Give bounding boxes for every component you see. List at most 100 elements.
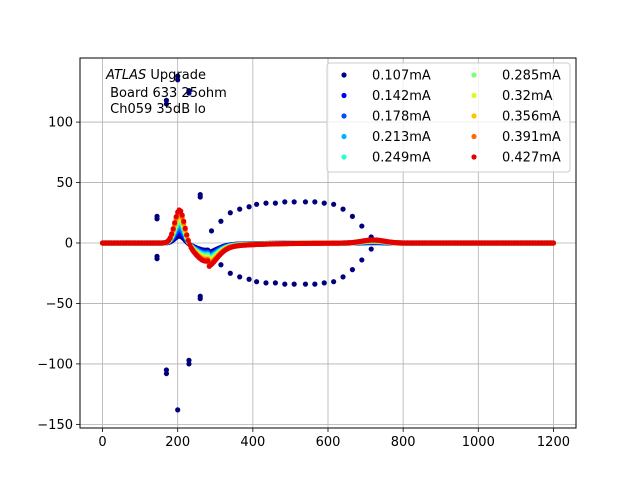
x-tick-label: 800 — [391, 435, 416, 450]
legend: 0.107mA 0.142mA 0.178mA 0.213mA 0.249mA 0.285… — [326, 62, 571, 173]
data-point — [321, 280, 327, 286]
annotation-line-3: Ch059 35dB lo — [106, 102, 206, 117]
legend-box — [326, 62, 571, 173]
data-point — [178, 208, 184, 214]
x-tick-label: 0 — [98, 435, 106, 450]
data-point — [312, 199, 318, 205]
data-point — [349, 267, 356, 273]
data-point — [197, 192, 203, 198]
y-tick-label: −150 — [37, 418, 73, 433]
legend-label: 0.391mA — [502, 130, 561, 145]
y-tick-label: 0 — [65, 237, 73, 252]
x-tick-label: 400 — [240, 435, 265, 450]
legend-label: 0.142mA — [372, 89, 431, 104]
legend-marker — [471, 72, 477, 78]
data-point — [321, 200, 327, 206]
legend-marker — [341, 133, 347, 140]
data-point — [170, 226, 176, 232]
data-point — [254, 279, 260, 285]
data-point — [227, 270, 233, 276]
data-point — [331, 201, 337, 207]
data-point — [246, 204, 252, 210]
data-point — [205, 258, 211, 264]
data-point — [218, 218, 224, 224]
data-point — [368, 246, 374, 252]
legend-marker — [341, 72, 347, 78]
data-points — [99, 73, 557, 413]
legend-label: 0.356mA — [502, 110, 561, 125]
data-point — [186, 88, 192, 94]
data-point — [163, 97, 170, 103]
data-point — [197, 296, 203, 302]
data-point — [154, 256, 160, 262]
legend-marker — [471, 133, 477, 140]
data-point — [227, 210, 233, 216]
y-tick-label: 50 — [56, 176, 73, 191]
legend-label: 0.285mA — [502, 69, 561, 84]
data-point — [254, 201, 260, 207]
data-point — [359, 257, 365, 263]
data-point — [550, 240, 557, 246]
y-tick-label: −100 — [37, 357, 73, 372]
axis-ticks: 0 200 400 600 800 1000 1200 −150 −100 −50 0 50 100 — [37, 116, 570, 450]
legend-marker — [471, 113, 477, 119]
data-point — [154, 213, 160, 219]
y-tick-label: 100 — [48, 116, 73, 131]
legend-label: 0.427mA — [502, 151, 561, 166]
data-point — [163, 370, 170, 377]
data-point — [359, 223, 365, 229]
annotation-italic: ATLAS — [105, 68, 146, 83]
data-point — [172, 220, 178, 226]
annotation-text: ATLAS Upgrade — [105, 68, 206, 83]
data-point — [208, 228, 215, 234]
data-point — [173, 214, 179, 220]
legend-marker — [471, 92, 477, 99]
series-0.427mA — [99, 207, 557, 269]
data-point — [340, 206, 346, 212]
data-point — [331, 279, 337, 285]
data-point — [291, 199, 297, 205]
legend-label: 0.32mA — [502, 89, 553, 104]
data-point — [186, 357, 192, 363]
data-point — [237, 274, 243, 280]
annotation-rest: Upgrade — [146, 68, 206, 83]
data-point — [282, 199, 288, 205]
data-point — [185, 237, 191, 243]
x-tick-label: 600 — [316, 435, 341, 450]
legend-label: 0.249mA — [372, 151, 431, 166]
data-point — [272, 280, 278, 286]
y-tick-label: −50 — [46, 297, 73, 312]
data-point — [218, 262, 224, 268]
data-point — [263, 200, 269, 206]
data-point — [282, 281, 288, 287]
legend-label: 0.213mA — [372, 130, 431, 145]
data-point — [175, 77, 181, 83]
data-point — [175, 73, 181, 79]
data-point — [340, 274, 346, 280]
annotation-line-2: Board 633 25ohm — [106, 86, 227, 101]
data-point — [181, 218, 187, 224]
data-point — [302, 199, 309, 205]
x-tick-label: 200 — [165, 435, 190, 450]
legend-marker — [471, 154, 477, 160]
data-point — [184, 232, 190, 238]
legend-marker — [341, 113, 347, 119]
data-point — [175, 407, 181, 413]
data-point — [163, 101, 170, 107]
data-point — [312, 281, 318, 287]
x-tick-label: 1200 — [537, 435, 570, 450]
data-point — [237, 206, 243, 212]
data-point — [182, 225, 188, 231]
data-point — [291, 281, 297, 287]
data-point — [246, 276, 252, 282]
data-point — [186, 361, 192, 367]
data-point — [263, 280, 269, 286]
data-point — [272, 200, 278, 206]
legend-label: 0.107mA — [372, 69, 431, 84]
data-point — [179, 212, 185, 218]
data-point — [349, 213, 356, 219]
legend-label: 0.178mA — [372, 110, 431, 125]
data-point — [169, 231, 175, 237]
legend-marker — [341, 92, 347, 99]
